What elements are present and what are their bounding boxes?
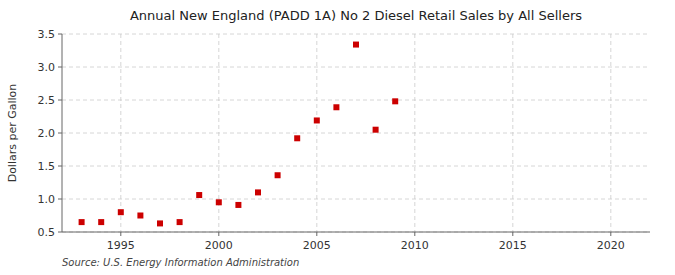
x-tick [316, 232, 317, 236]
point [216, 199, 222, 205]
y-axis-label: Dollars per Gallon [6, 84, 19, 183]
y-tick [58, 232, 62, 233]
point [333, 104, 339, 110]
point [255, 189, 261, 195]
point [196, 192, 202, 198]
point [118, 209, 124, 215]
chart: 0.5 1.0 1.5 2.0 2.5 3.0 3.5 1995 2000 2005 2010 201… [0, 0, 675, 275]
y-tick-label: 0.5 [38, 226, 56, 239]
point [137, 213, 143, 219]
point [235, 202, 241, 208]
grid [62, 34, 650, 232]
y-tick-label: 2.5 [38, 94, 56, 107]
y-grid-line [62, 232, 650, 233]
source-note: Source: U.S. Energy Information Administ… [62, 257, 299, 268]
y-tick-label: 3.5 [38, 28, 56, 41]
y-grid-line [62, 67, 650, 68]
x-tick-label: 2020 [597, 239, 625, 252]
point [177, 219, 183, 225]
y-tick-label: 1.0 [38, 193, 56, 206]
point [353, 42, 359, 48]
x-tick-label: 2005 [303, 239, 331, 252]
y-grid-line [62, 166, 650, 167]
y-tick [58, 100, 62, 101]
x-tick-label: 1995 [107, 239, 135, 252]
point [314, 117, 320, 123]
y-grid-line [62, 34, 650, 35]
point [98, 219, 104, 225]
x-tick [512, 232, 513, 236]
y-axis-line [62, 34, 63, 232]
points [79, 42, 399, 227]
title: Annual New England (PADD 1A) No 2 Diesel… [130, 8, 582, 23]
y-grid-line [62, 100, 650, 101]
x-tick [218, 232, 219, 236]
x-tick-label: 2000 [205, 239, 233, 252]
y-grid-line [62, 199, 650, 200]
y-tick [58, 199, 62, 200]
point [275, 172, 281, 178]
y-tick [58, 67, 62, 68]
point [373, 127, 379, 133]
x-grid-line [316, 34, 317, 232]
y-grid-line [62, 133, 650, 134]
x-tick [414, 232, 415, 236]
x-tick-label: 2010 [401, 239, 429, 252]
x-axis-line [62, 232, 650, 233]
y-tick [58, 133, 62, 134]
axes: 0.5 1.0 1.5 2.0 2.5 3.0 3.5 1995 2000 2005 2010 201… [38, 28, 651, 252]
x-tick-label: 2015 [499, 239, 527, 252]
point [392, 98, 398, 104]
y-tick-label: 3.0 [38, 61, 56, 74]
point [79, 219, 85, 225]
point [157, 220, 163, 226]
point [294, 135, 300, 141]
y-tick [58, 166, 62, 167]
y-tick-label: 1.5 [38, 160, 56, 173]
y-tick-label: 2.0 [38, 127, 56, 140]
x-grid-line [512, 34, 513, 232]
y-tick [58, 34, 62, 35]
x-grid-line [414, 34, 415, 232]
x-tick [610, 232, 611, 236]
x-tick [120, 232, 121, 236]
x-grid-line [610, 34, 611, 232]
x-grid-line [120, 34, 121, 232]
